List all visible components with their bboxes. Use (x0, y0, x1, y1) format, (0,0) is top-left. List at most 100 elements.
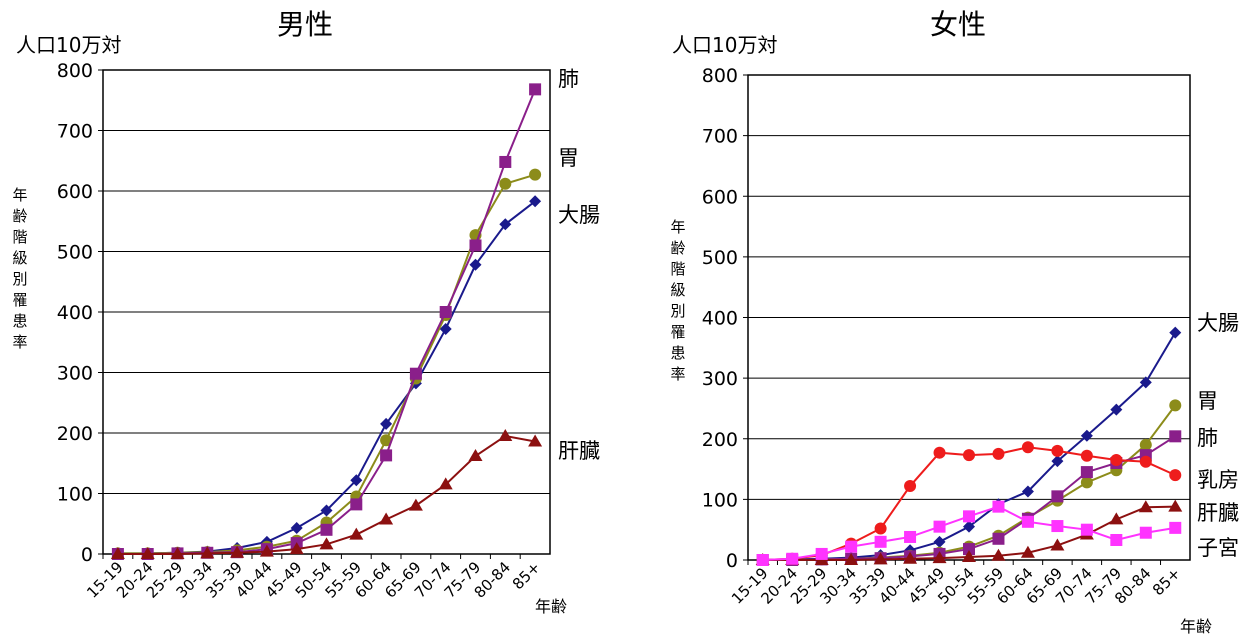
data-point (874, 535, 887, 548)
data-point (904, 480, 917, 493)
data-point (874, 522, 887, 535)
data-point (528, 434, 543, 447)
series-label: 大腸 (558, 203, 600, 227)
data-point (1110, 533, 1123, 546)
y-unit-label: 人口10万対 (672, 33, 777, 57)
data-point (408, 498, 423, 511)
data-point (963, 449, 975, 462)
data-point (873, 552, 888, 565)
x-axis-label: 年齢 (1180, 617, 1212, 636)
y-tick-label: 0 (726, 550, 738, 572)
y-tick-label: 800 (57, 60, 93, 82)
y-tick-label: 100 (57, 484, 93, 506)
data-point (933, 446, 946, 459)
y-tick-label: 600 (57, 181, 93, 203)
data-point (439, 306, 452, 318)
data-point (529, 168, 542, 181)
data-point (933, 535, 946, 548)
series-子宮 (756, 500, 1182, 566)
data-point (1080, 429, 1093, 442)
y-tick-label: 700 (57, 121, 93, 143)
data-point (350, 474, 363, 487)
series-label: 胃 (1197, 389, 1218, 413)
data-point (1139, 455, 1152, 468)
data-point (469, 239, 482, 252)
data-point (756, 554, 769, 566)
data-point (529, 195, 542, 208)
y-tick-label: 0 (81, 544, 93, 566)
data-point (230, 545, 245, 558)
data-point (1051, 520, 1064, 533)
series-label: 子宮 (1197, 536, 1239, 560)
data-point (1169, 430, 1182, 443)
y-tick-label: 200 (57, 423, 93, 445)
y-tick-label: 700 (702, 126, 738, 148)
data-point (349, 527, 364, 540)
data-point (963, 510, 975, 523)
series-label: 肝臓 (1197, 501, 1239, 525)
y-tick-label: 600 (702, 186, 738, 208)
data-point (499, 218, 512, 231)
data-point (379, 512, 394, 525)
series-label: 胃 (558, 146, 579, 170)
series-label: 肝臓 (558, 439, 600, 463)
data-point (1021, 515, 1034, 528)
data-point (289, 542, 304, 555)
data-point (529, 83, 542, 96)
data-point (1080, 476, 1093, 489)
data-point (438, 477, 453, 490)
data-point (110, 547, 125, 559)
data-point (499, 155, 512, 168)
chart-title: 女性 (930, 8, 986, 41)
data-point (903, 551, 918, 564)
y-tick-label: 200 (702, 429, 738, 451)
x-axis-label: 年齢 (535, 597, 567, 616)
data-point (1110, 403, 1123, 416)
data-point (1138, 500, 1153, 513)
data-point (1080, 449, 1093, 462)
y-tick-label: 300 (702, 368, 738, 390)
data-point (1168, 499, 1183, 512)
data-point (1109, 512, 1124, 525)
y-tick-label: 300 (57, 363, 93, 385)
data-point (991, 548, 1006, 561)
data-point (1110, 453, 1123, 466)
y-tick-label: 800 (702, 65, 738, 87)
data-point (1051, 455, 1064, 468)
data-point (469, 258, 482, 271)
data-point (320, 504, 333, 517)
y-tick-label: 500 (57, 242, 93, 264)
series-label: 大腸 (1197, 311, 1239, 335)
y-unit-label: 人口10万対 (16, 33, 121, 57)
data-point (845, 540, 858, 553)
data-point (1139, 376, 1152, 389)
data-point (409, 367, 422, 380)
data-point (439, 322, 452, 335)
data-point (932, 551, 947, 564)
series-label: 乳房 (1197, 468, 1239, 492)
data-point (933, 520, 946, 533)
data-point (380, 417, 393, 430)
data-point (1080, 523, 1093, 536)
male-chart: 010020030040050060070080015-1920-2425-29… (12, 8, 600, 616)
data-point (992, 447, 1005, 460)
x-tick-label: 85+ (509, 558, 544, 593)
data-point (140, 547, 155, 559)
data-point (1051, 490, 1064, 503)
data-point (1139, 526, 1152, 539)
data-point (1080, 466, 1093, 479)
data-point (380, 434, 393, 447)
data-point (992, 500, 1005, 513)
data-point (1169, 399, 1182, 412)
y-axis-label: 年齢階級別罹患率 (12, 186, 27, 351)
data-point (815, 547, 828, 560)
series-label: 肺 (558, 67, 579, 91)
x-tick-label: 85+ (1149, 564, 1184, 599)
data-point (170, 547, 185, 559)
data-point (498, 429, 513, 442)
data-point (1021, 485, 1034, 498)
data-point (904, 530, 917, 543)
data-point (1051, 444, 1064, 457)
y-tick-label: 400 (57, 302, 93, 324)
